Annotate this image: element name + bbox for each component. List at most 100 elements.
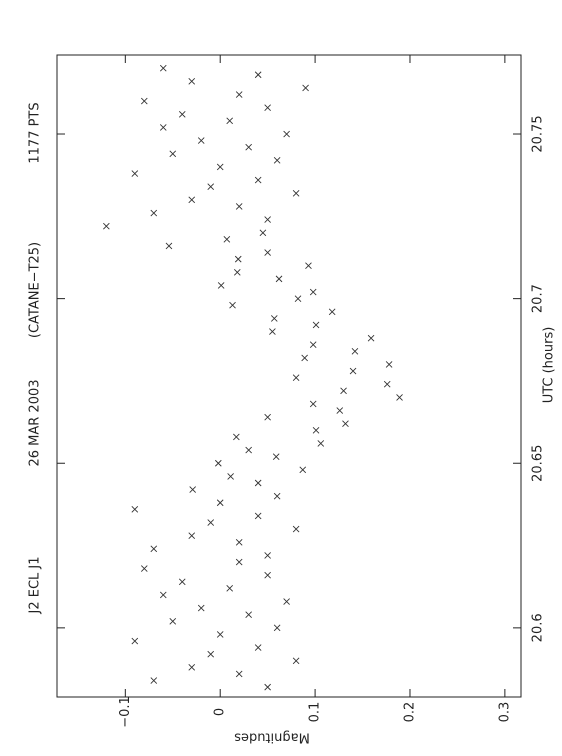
data-point [292, 189, 300, 197]
y-tick-label: −0.1 [118, 696, 133, 728]
data-point [178, 110, 186, 118]
data-point [245, 143, 252, 151]
data-point [309, 341, 317, 349]
data-point [336, 407, 344, 414]
x-tick-label: 20.75 [531, 115, 546, 152]
data-point [317, 440, 325, 447]
data-point [223, 236, 231, 243]
data-point [273, 624, 281, 632]
data-point [229, 301, 236, 309]
data-point [273, 492, 281, 500]
data-point [245, 446, 252, 454]
data-point [275, 275, 283, 283]
data-point [292, 374, 300, 381]
data-point [235, 538, 243, 546]
title-part: (CATANE−T25) [28, 242, 43, 338]
data-point [312, 427, 320, 434]
data-point [216, 163, 224, 171]
data-point [254, 512, 262, 520]
data-point [264, 571, 271, 579]
data-point [367, 334, 375, 342]
data-point [150, 545, 158, 553]
data-point [214, 459, 222, 467]
data-point [270, 315, 278, 322]
title-part: 1177 PTS [28, 102, 43, 163]
data-point [235, 558, 243, 566]
data-point [159, 64, 167, 72]
data-point [197, 137, 205, 144]
data-point [273, 157, 281, 164]
data-point [226, 117, 234, 125]
data-point [283, 598, 290, 605]
data-point [283, 130, 290, 138]
data-point [351, 347, 359, 355]
y-tick-label: 0.3 [497, 702, 512, 723]
data-point [299, 466, 307, 474]
data-point [305, 262, 312, 270]
data-point [234, 255, 242, 263]
data-point [235, 203, 243, 210]
data-point [254, 644, 262, 651]
data-point [188, 196, 196, 204]
data-point [140, 565, 148, 572]
data-point [227, 473, 234, 480]
data-point [264, 552, 271, 559]
x-tick-label: 20.65 [531, 445, 546, 482]
data-point [235, 91, 243, 98]
x-axis-label: UTC (hours) [542, 327, 557, 404]
data-point [169, 150, 177, 158]
data-point [159, 124, 167, 131]
data-point [131, 170, 139, 177]
data-point [159, 591, 167, 599]
data-point [294, 295, 302, 302]
data-point [264, 249, 271, 256]
data-point [226, 585, 234, 592]
data-point [383, 380, 391, 388]
data-point [235, 670, 243, 678]
data-point [396, 394, 403, 401]
data-point [269, 328, 276, 335]
data-point [103, 222, 110, 230]
data-point [264, 413, 271, 421]
data-point [207, 650, 215, 658]
data-point [150, 677, 158, 684]
data-point [264, 683, 271, 691]
data-point [188, 532, 196, 539]
data-point [385, 361, 393, 368]
x-tick-label: 20.7 [531, 284, 546, 313]
data-point [301, 354, 308, 362]
y-tick-label: 0.1 [308, 702, 323, 723]
y-tick-label: 0 [213, 708, 228, 716]
data-point [309, 400, 317, 408]
data-point [309, 288, 317, 296]
data-point [131, 637, 139, 645]
plot-frame [56, 54, 522, 698]
data-point [233, 433, 240, 441]
data-point [150, 209, 158, 217]
data-point [197, 604, 205, 612]
data-point [292, 525, 300, 533]
data-point [272, 453, 280, 460]
data-point [312, 321, 320, 329]
data-point [245, 611, 252, 619]
data-point [216, 499, 224, 507]
data-point [189, 486, 197, 493]
data-point [254, 71, 262, 79]
data-point [131, 506, 139, 513]
data-point [264, 104, 271, 111]
data-point [188, 78, 196, 85]
y-axis-label: Magnitudes [234, 730, 310, 745]
title-part: 26 MAR 2003 [28, 379, 43, 466]
data-point [188, 664, 196, 671]
data-point [259, 229, 267, 237]
data-point [165, 242, 173, 250]
data-point [340, 387, 347, 395]
data-point [254, 176, 262, 184]
data-point [217, 282, 225, 289]
title-part: J2 ECL J1 [28, 556, 43, 614]
data-point [216, 631, 224, 638]
data-point [349, 367, 357, 375]
data-point [292, 657, 300, 665]
